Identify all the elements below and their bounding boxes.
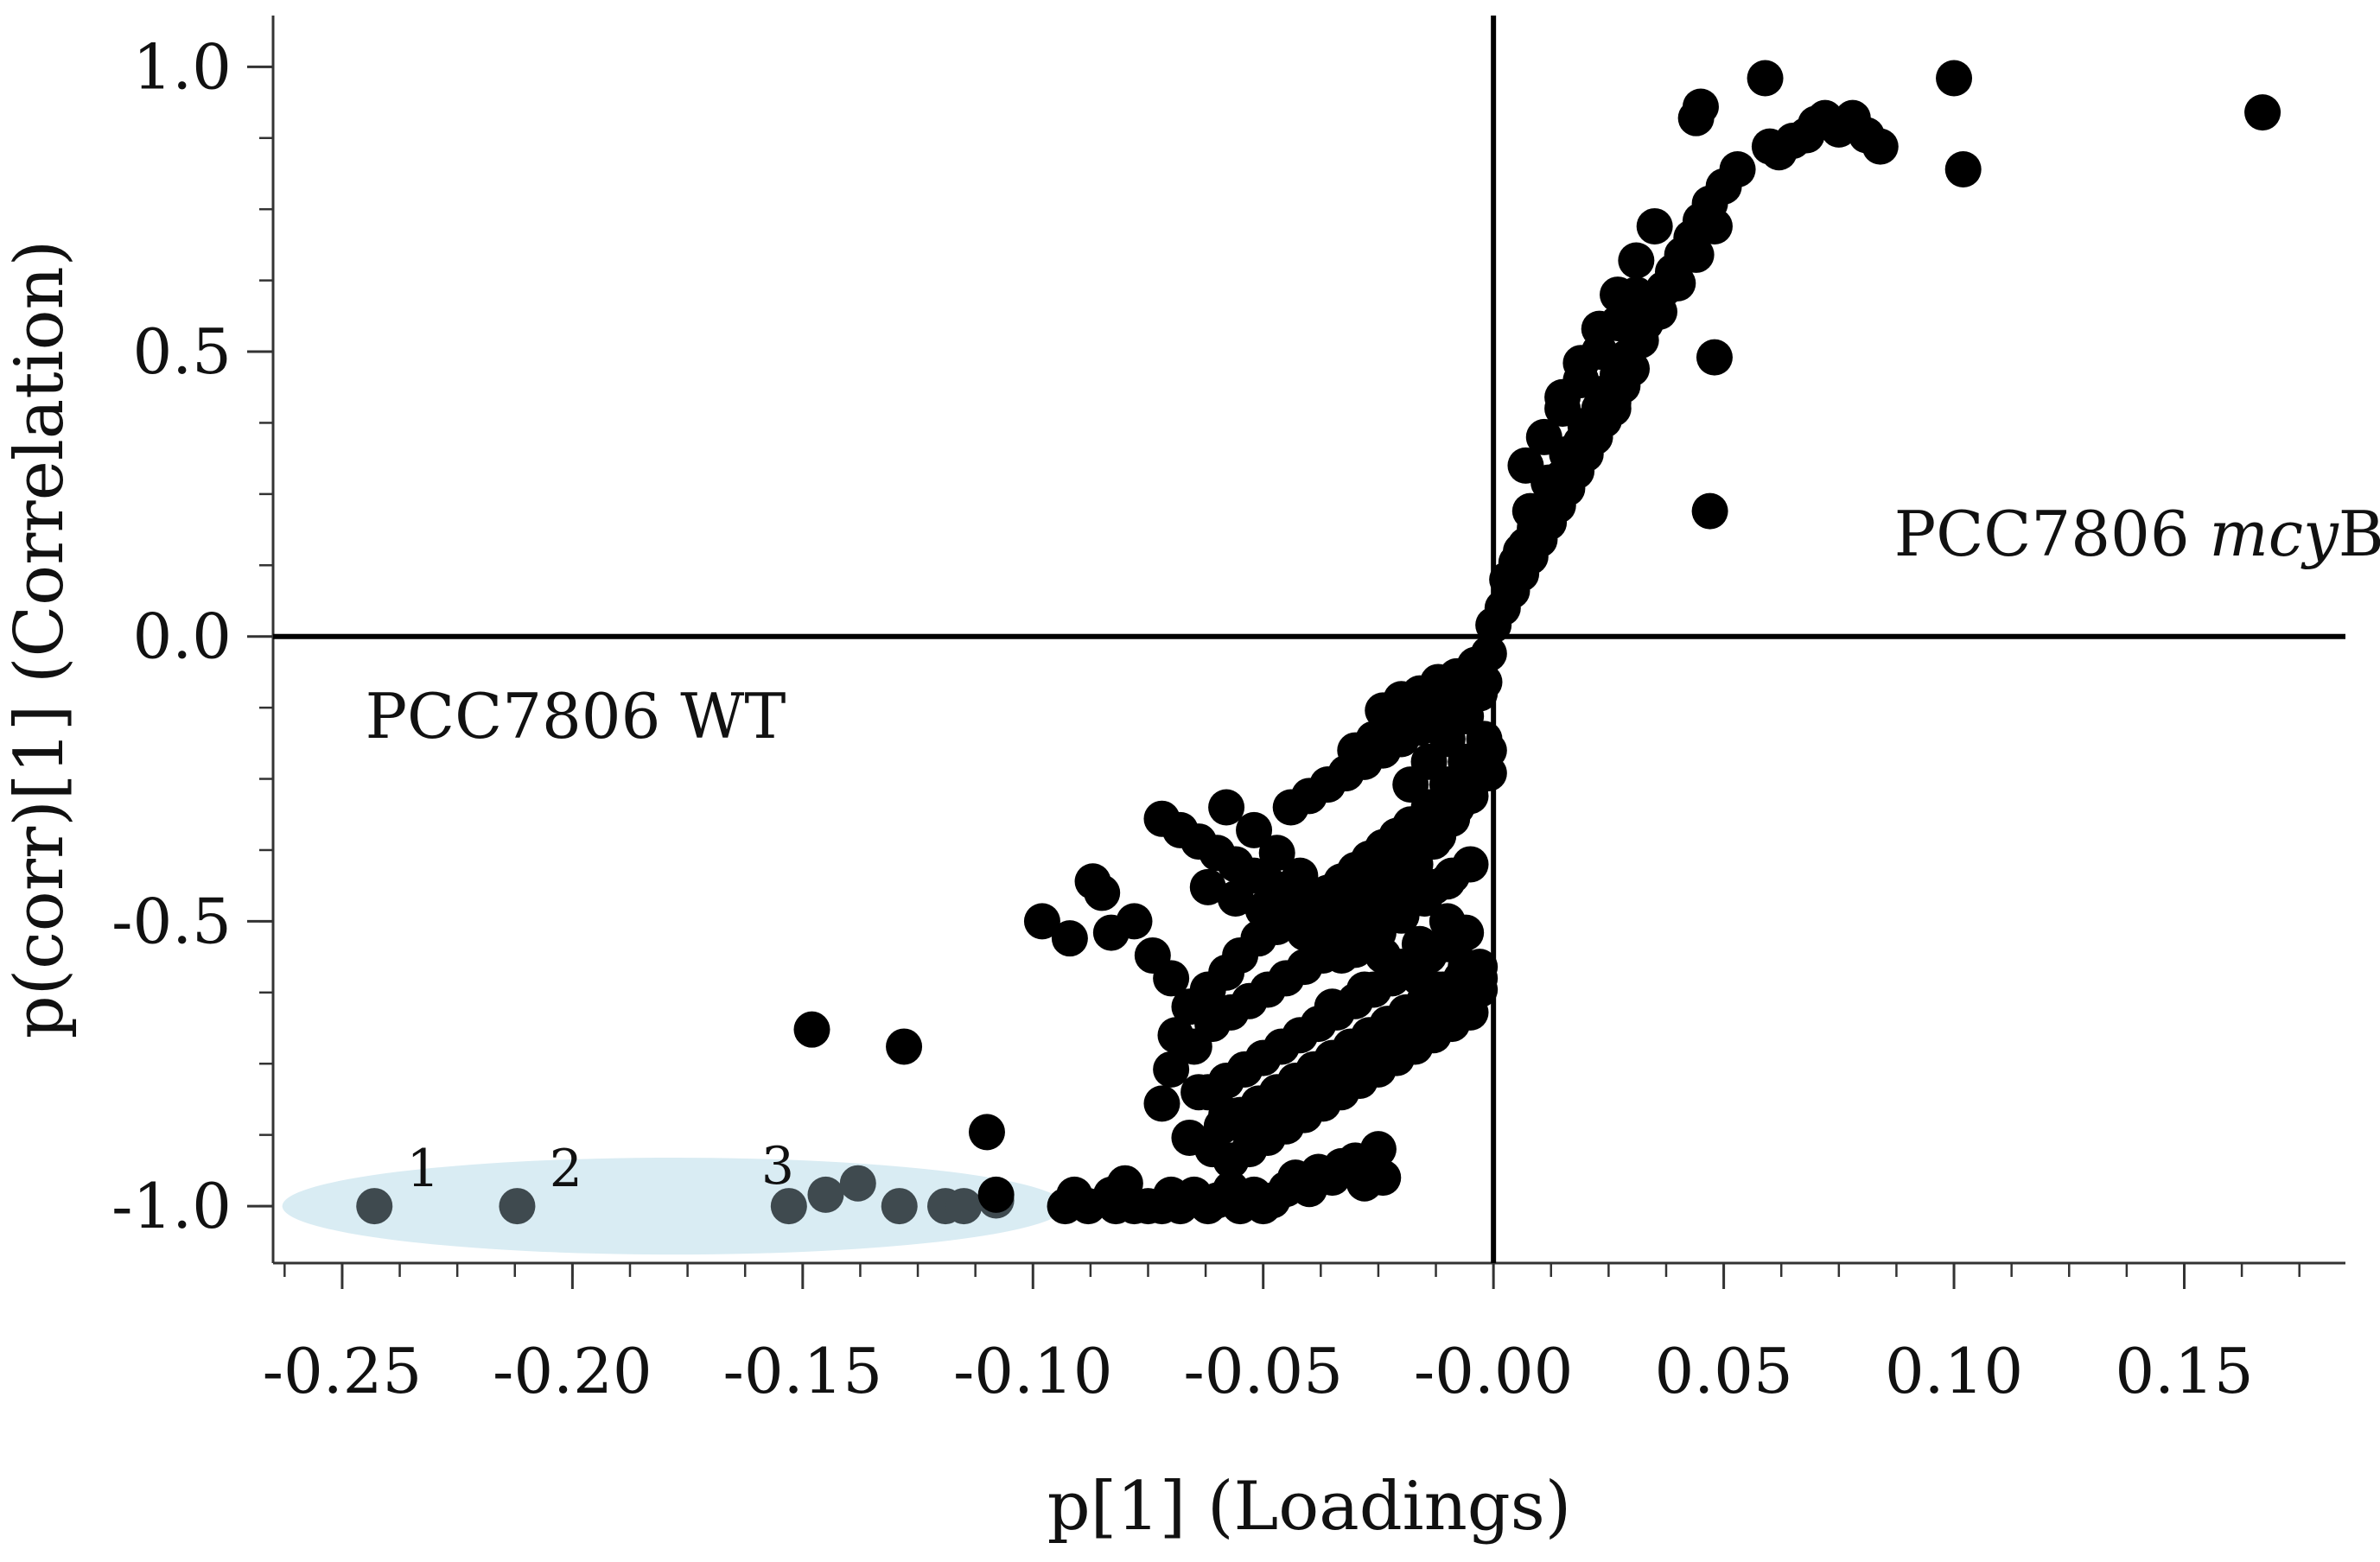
- data-point: [1116, 903, 1153, 940]
- data-point: [1636, 207, 1673, 244]
- highlighted-point: [770, 1188, 807, 1225]
- data-point: [1084, 874, 1121, 911]
- x-tick-label: -0.05: [1183, 1335, 1343, 1407]
- data-point: [1314, 988, 1351, 1025]
- x-tick-label: 0.05: [1654, 1335, 1792, 1407]
- data-point: [1659, 264, 1696, 302]
- x-tick-label: -0.25: [263, 1335, 423, 1407]
- data-point: [1180, 1074, 1218, 1111]
- data-point: [1438, 789, 1475, 826]
- quadrant-label-mcyb-suffix: B-: [2339, 498, 2380, 570]
- data-point: [1507, 447, 1544, 484]
- quadrant-label-wt: PCC7806 WT: [366, 680, 786, 752]
- data-point: [1153, 1051, 1190, 1088]
- data-point: [793, 1011, 830, 1048]
- x-tick-label: -0.00: [1414, 1335, 1574, 1407]
- data-point: [1461, 675, 1499, 712]
- data-point: [1600, 276, 1637, 314]
- data-point: [977, 1176, 1015, 1213]
- quadrant-label-mcyb-prefix: PCC7806: [1894, 498, 2210, 570]
- x-tick-label: 0.10: [1885, 1335, 2023, 1407]
- y-tick-label: 1.0: [132, 30, 232, 103]
- data-point: [1051, 920, 1088, 957]
- data-point: [1682, 88, 1719, 125]
- data-point: [1511, 492, 1549, 530]
- quadrant-label-mcyb: PCC7806 mcyB-: [1894, 498, 2380, 570]
- data-point: [1562, 345, 1600, 382]
- highlighted-point: [356, 1188, 393, 1225]
- highlighted-point: [839, 1165, 876, 1202]
- data-point: [1470, 732, 1507, 769]
- data-point: [968, 1114, 1005, 1151]
- data-point: [1461, 971, 1499, 1008]
- data-point: [1581, 310, 1618, 347]
- highlighted-point: [807, 1176, 844, 1213]
- highlighted-point: [945, 1188, 983, 1225]
- y-tick-label: 0.5: [132, 315, 232, 388]
- data-point: [1747, 60, 1784, 97]
- data-point: [1258, 835, 1295, 872]
- y-tick-label: -0.5: [111, 885, 232, 957]
- data-point: [1429, 903, 1466, 940]
- y-tick-label: -1.0: [111, 1170, 232, 1242]
- data-point: [1236, 811, 1273, 848]
- data-point: [1544, 378, 1581, 416]
- data-point: [1525, 418, 1562, 455]
- data-point: [1420, 817, 1457, 854]
- data-point: [1456, 760, 1493, 797]
- data-point: [1365, 1159, 1402, 1197]
- annotation-2: 2: [550, 1139, 582, 1199]
- data-point: [1452, 846, 1489, 883]
- annotation-3: 3: [761, 1136, 794, 1197]
- data-point: [1208, 789, 1245, 826]
- data-point: [1143, 1085, 1180, 1122]
- data-point: [1359, 1131, 1397, 1168]
- data-point: [1153, 960, 1190, 997]
- data-point: [1373, 949, 1410, 986]
- data-point: [1618, 242, 1655, 279]
- data-point: [1217, 880, 1254, 918]
- x-tick-label: -0.20: [493, 1335, 652, 1407]
- annotation-1: 1: [407, 1139, 440, 1199]
- data-point: [1936, 60, 1973, 97]
- x-tick-label: -0.10: [953, 1335, 1113, 1407]
- data-point: [1023, 903, 1060, 940]
- quadrant-label-mcyb-italic: mcy: [2210, 498, 2340, 570]
- data-point: [1861, 128, 1899, 165]
- data-point: [1696, 339, 1733, 376]
- highlighted-point: [499, 1188, 536, 1225]
- y-tick-label: 0.0: [132, 600, 232, 673]
- data-point: [1696, 207, 1733, 244]
- data-point: [1944, 151, 1982, 188]
- data-point: [1401, 925, 1438, 962]
- data-point: [886, 1028, 923, 1065]
- data-point: [1677, 236, 1715, 273]
- highlighted-point: [881, 1188, 918, 1225]
- data-point: [1470, 635, 1507, 672]
- x-tick-label: 0.15: [2115, 1335, 2253, 1407]
- y-axis-title: p(corr)[1] (Correlation): [1, 240, 79, 1038]
- data-point: [1691, 492, 1728, 530]
- x-tick-label: -0.15: [723, 1335, 883, 1407]
- x-axis-title: p[1] (Loadings): [1047, 1468, 1571, 1546]
- data-point: [1719, 151, 1756, 188]
- data-point: [1503, 532, 1540, 569]
- data-point: [1346, 971, 1383, 1008]
- data-point: [2244, 94, 2281, 131]
- data-point: [1189, 868, 1226, 905]
